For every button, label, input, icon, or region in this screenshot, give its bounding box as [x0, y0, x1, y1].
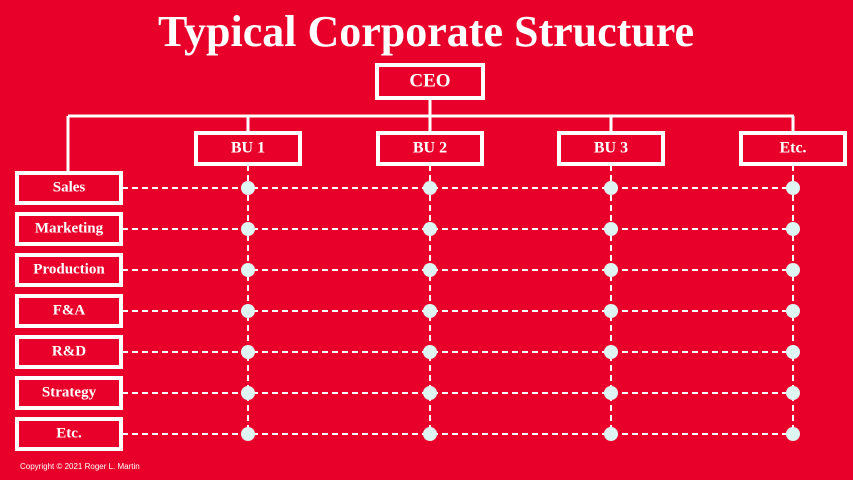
node-dot	[241, 345, 255, 359]
node-dot	[423, 345, 437, 359]
copyright: Copyright © 2021 Roger L. Martin	[20, 462, 140, 471]
node-dot	[423, 181, 437, 195]
node-dot	[786, 222, 800, 236]
function-box	[15, 417, 123, 451]
ceo-box	[375, 63, 485, 100]
node-dot	[241, 304, 255, 318]
function-box	[15, 171, 123, 205]
function-label: F&A	[53, 302, 86, 318]
node-dot	[241, 386, 255, 400]
title: Typical Corporate Structure	[158, 7, 694, 56]
node-dot	[604, 386, 618, 400]
node-dot	[786, 386, 800, 400]
function-box	[15, 294, 123, 328]
node-dot	[604, 304, 618, 318]
node-dot	[241, 427, 255, 441]
bu-label: BU 1	[231, 140, 265, 157]
node-dot	[241, 222, 255, 236]
function-box	[15, 335, 123, 369]
bu-box	[376, 131, 484, 166]
node-dot	[423, 222, 437, 236]
node-dot	[786, 304, 800, 318]
function-label: R&D	[52, 343, 86, 359]
node-dot	[786, 345, 800, 359]
function-label: Sales	[53, 179, 86, 195]
node-dot	[604, 263, 618, 277]
node-dot	[423, 263, 437, 277]
node-dot	[423, 386, 437, 400]
function-label: Marketing	[35, 220, 104, 236]
function-box	[15, 253, 123, 287]
node-dot	[786, 181, 800, 195]
node-dot	[604, 345, 618, 359]
bu-label: Etc.	[779, 140, 806, 157]
node-dot	[241, 263, 255, 277]
node-dot	[423, 304, 437, 318]
node-dot	[786, 427, 800, 441]
ceo-label: CEO	[409, 70, 450, 91]
bu-box	[739, 131, 847, 166]
bu-label: BU 3	[594, 140, 628, 157]
bu-label: BU 2	[413, 140, 447, 157]
node-dot	[786, 263, 800, 277]
bu-box	[194, 131, 302, 166]
function-box	[15, 376, 123, 410]
node-dot	[604, 222, 618, 236]
function-box	[15, 212, 123, 246]
node-dot	[604, 427, 618, 441]
node-dot	[241, 181, 255, 195]
node-dot	[604, 181, 618, 195]
function-label: Etc.	[56, 425, 82, 441]
function-label: Strategy	[42, 384, 97, 400]
node-dot	[423, 427, 437, 441]
bu-box	[557, 131, 665, 166]
function-label: Production	[33, 261, 105, 277]
